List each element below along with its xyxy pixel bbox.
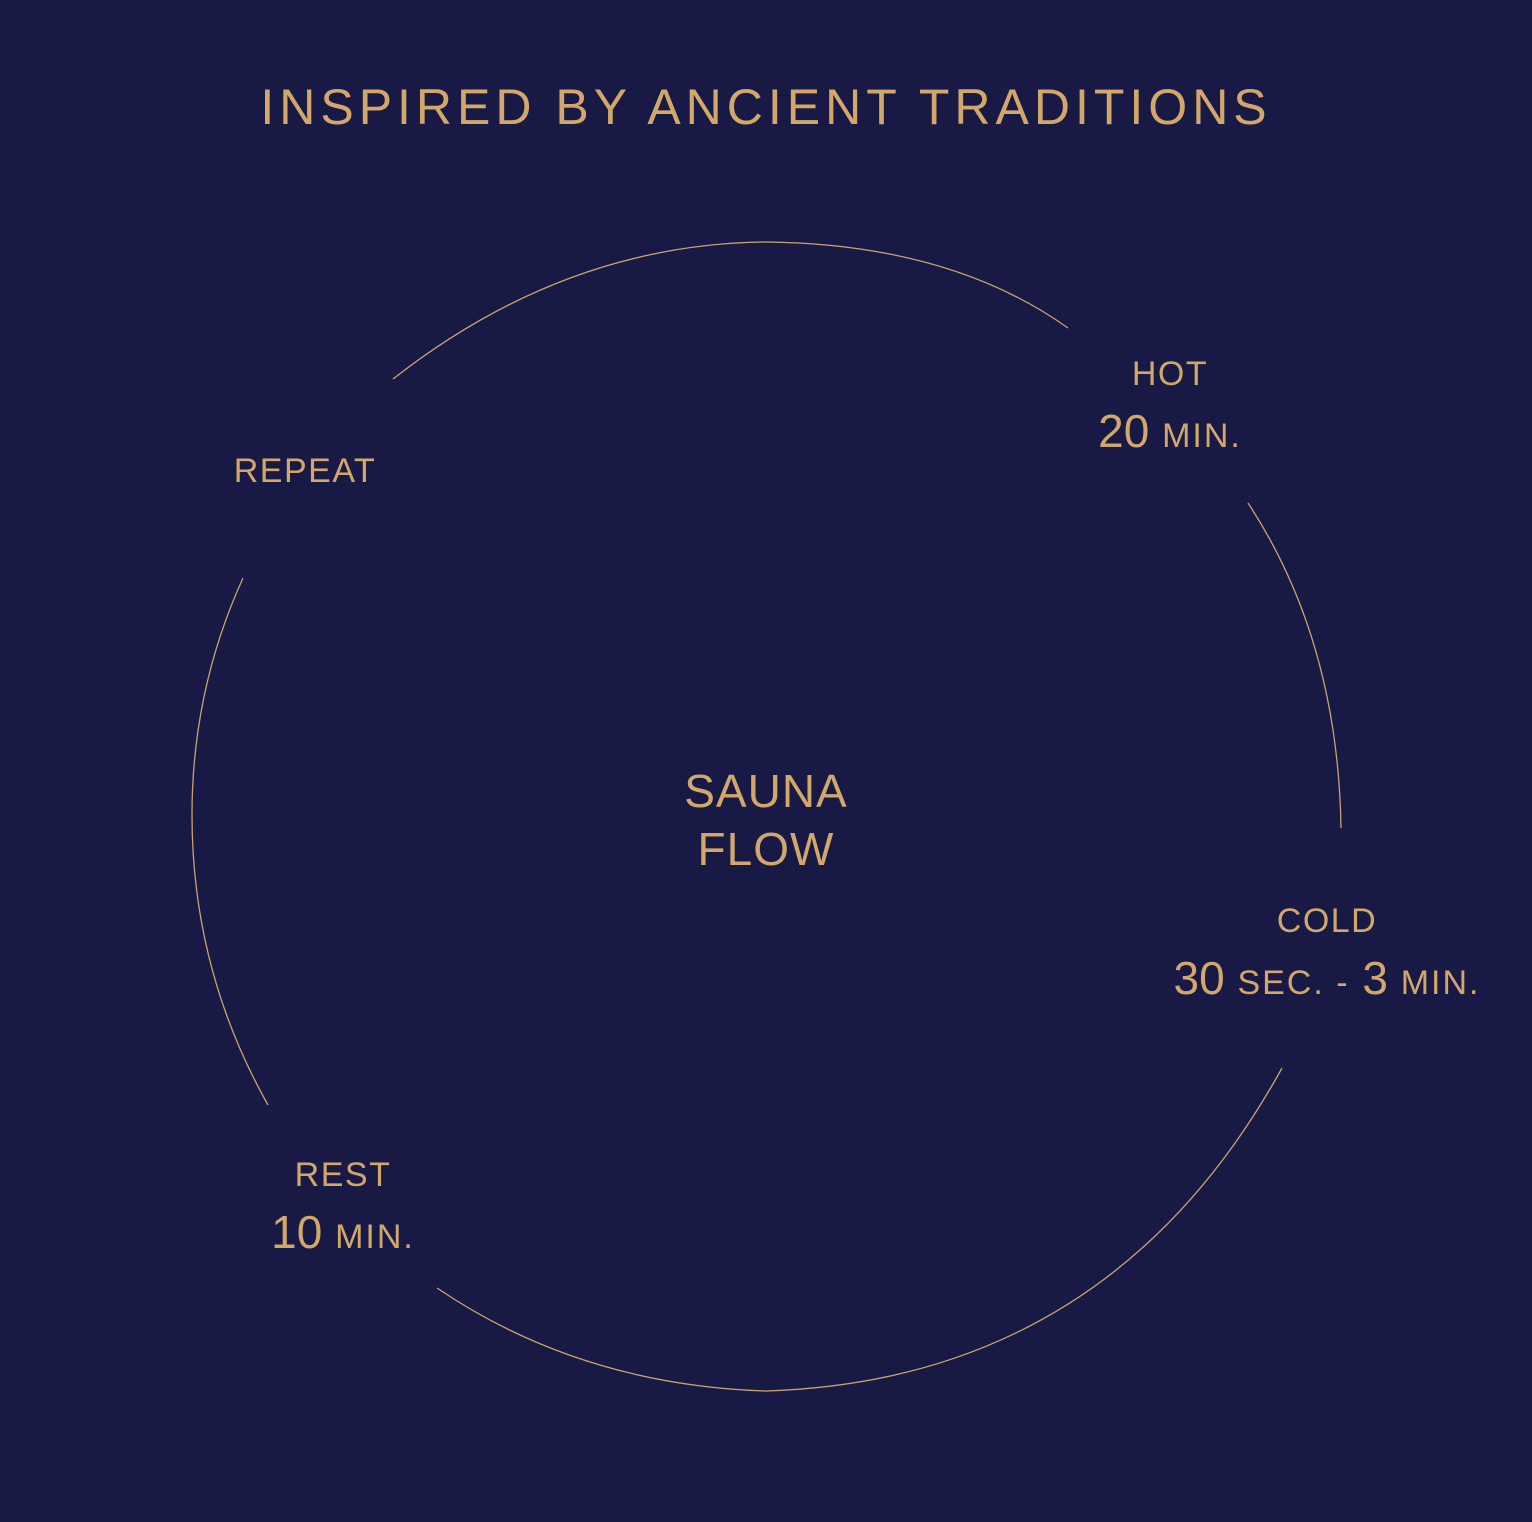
page-title: INSPIRED BY ANCIENT TRADITIONS	[260, 79, 1272, 135]
stage-rest-name: REST	[294, 1156, 392, 1194]
stage-hot-duration-number: 20	[1098, 405, 1150, 457]
stage-rest-duration-number: 10	[271, 1206, 323, 1258]
arc-cold-to-rest	[436, 1067, 1283, 1392]
center-label-line-2: FLOW	[697, 823, 835, 875]
stage-rest: REST 10 MIN.	[243, 1156, 443, 1259]
arc-rest-to-repeat	[191, 577, 269, 1106]
center-label: SAUNA FLOW	[616, 762, 916, 878]
stage-hot-duration-unit: MIN.	[1162, 417, 1242, 455]
stage-repeat: REPEAT	[205, 452, 405, 491]
arc-repeat-to-hot	[392, 241, 1069, 380]
stage-rest-duration-unit: MIN.	[335, 1218, 415, 1256]
stage-hot: HOT 20 MIN.	[1070, 355, 1270, 458]
stage-cold-duration-unit-1: SEC. -	[1237, 964, 1350, 1002]
stage-cold-duration-unit-2: MIN.	[1400, 964, 1481, 1002]
stage-cold-duration-number-1: 30	[1173, 952, 1225, 1004]
stage-repeat-name: REPEAT	[233, 452, 377, 490]
stage-cold-duration-number-2: 3	[1362, 952, 1388, 1004]
center-label-line-1: SAUNA	[684, 765, 848, 817]
stage-cold-duration: 30 SEC. - 3 MIN.	[1150, 951, 1504, 1005]
stage-hot-duration: 20 MIN.	[1070, 404, 1270, 458]
stage-rest-duration: 10 MIN.	[243, 1205, 443, 1259]
stage-cold: COLD 30 SEC. - 3 MIN.	[1150, 902, 1504, 1005]
stage-hot-name: HOT	[1131, 355, 1209, 393]
arc-hot-to-cold	[1247, 502, 1342, 829]
stage-cold-name: COLD	[1276, 902, 1378, 940]
